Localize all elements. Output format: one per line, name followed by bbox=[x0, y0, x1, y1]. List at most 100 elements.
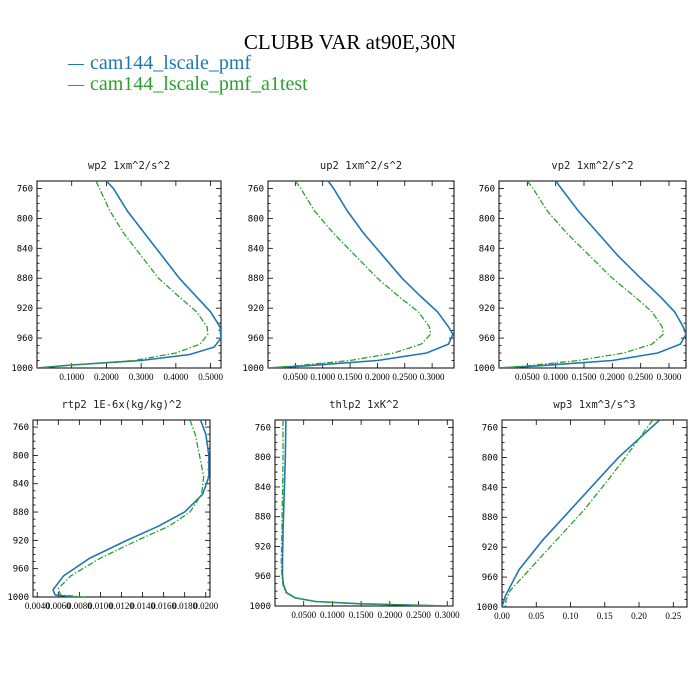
x-tick-label: 0.2000 bbox=[94, 372, 119, 382]
y-tick-label: 920 bbox=[248, 304, 264, 314]
x-tick-label: 0.0180 bbox=[172, 601, 197, 611]
y-tick-label: 760 bbox=[255, 423, 271, 433]
series-line-2 bbox=[268, 181, 432, 368]
series-line-1 bbox=[52, 420, 210, 597]
y-tick-label: 800 bbox=[17, 214, 33, 224]
y-tick-label: 840 bbox=[17, 244, 33, 254]
y-tick-label: 800 bbox=[248, 214, 264, 224]
y-tick-label: 800 bbox=[479, 214, 495, 224]
panel-wp2: wp2 1xm^2/s^2 760 800 840 880 920 960 1000 0.100… bbox=[11, 160, 223, 382]
x-tick-label: 0.1000 bbox=[310, 372, 335, 382]
series-line-1 bbox=[37, 181, 221, 368]
y-tick-label: 880 bbox=[255, 513, 271, 523]
x-tick-label: 0.2500 bbox=[392, 372, 417, 382]
legend-swatch-2 bbox=[68, 84, 84, 86]
x-tick-label: 0.0040 bbox=[25, 601, 50, 611]
plot-frame bbox=[498, 180, 687, 369]
panel-title: rtp2 1E-6x(kg/kg)^2 bbox=[61, 399, 181, 411]
y-tick-label: 800 bbox=[482, 453, 498, 463]
x-tick-label: 0.1000 bbox=[543, 372, 568, 382]
x-tick-label: 0.00 bbox=[494, 611, 510, 621]
x-tick-label: 0.2000 bbox=[600, 372, 625, 382]
y-tick-label: 840 bbox=[255, 483, 271, 493]
panel-thlp2: thlp2 1xK^2 760 800 840 880 920 960 1000 0.0500 0… bbox=[249, 399, 460, 620]
series-line-1 bbox=[268, 181, 454, 368]
series-line-1 bbox=[499, 181, 686, 368]
x-tick-label: 0.0060 bbox=[46, 601, 71, 611]
series-line-1 bbox=[281, 420, 448, 606]
y-tick-label: 920 bbox=[17, 304, 33, 314]
panel-title: wp3 1xm^3/s^3 bbox=[553, 399, 635, 411]
x-tick-label: 0.05 bbox=[528, 611, 544, 621]
plot-frame bbox=[501, 419, 688, 608]
y-tick-label: 760 bbox=[479, 184, 495, 194]
y-tick-label: 960 bbox=[482, 573, 498, 583]
x-tick-label: 0.0200 bbox=[193, 601, 218, 611]
y-tick-label: 960 bbox=[255, 572, 271, 582]
series-line-2 bbox=[57, 420, 205, 597]
panel-vp2: vp2 1xm^2/s^2 760 800 840 880 920 960 1000 0.050… bbox=[473, 160, 687, 382]
x-tick-label: 0.15 bbox=[597, 611, 613, 621]
y-tick-label: 800 bbox=[255, 453, 271, 463]
y-tick-label: 920 bbox=[482, 543, 498, 553]
x-tick-label: 0.20 bbox=[631, 611, 647, 621]
legend-entry-2: cam144_lscale_pmf_a1test bbox=[68, 73, 308, 95]
x-tick-label: 0.0080 bbox=[67, 601, 92, 611]
y-tick-label: 880 bbox=[479, 274, 495, 284]
y-tick-label: 920 bbox=[255, 542, 271, 552]
y-tick-label: 1000 bbox=[242, 364, 264, 374]
y-tick-label: 1000 bbox=[11, 364, 33, 374]
y-tick-label: 840 bbox=[479, 244, 495, 254]
panel-rtp2: rtp2 1E-6x(kg/kg)^2 760 800 840 880 920 960 100… bbox=[7, 399, 218, 611]
figure-title: CLUBB VAR at90E,30N bbox=[243, 30, 457, 54]
y-tick-label: 760 bbox=[17, 184, 33, 194]
panel-title: wp2 1xm^2/s^2 bbox=[88, 160, 170, 172]
legend-label-1: cam144_lscale_pmf bbox=[90, 52, 252, 74]
series-line-2 bbox=[504, 420, 654, 607]
y-tick-label: 960 bbox=[479, 334, 495, 344]
y-tick-label: 1000 bbox=[473, 364, 495, 374]
legend-label-2: cam144_lscale_pmf_a1test bbox=[90, 73, 308, 95]
x-tick-label: 0.0140 bbox=[130, 601, 155, 611]
panel-title: vp2 1xm^2/s^2 bbox=[551, 160, 633, 172]
x-tick-label: 0.1000 bbox=[320, 610, 345, 620]
x-tick-label: 0.2500 bbox=[406, 610, 431, 620]
plot-frame bbox=[274, 419, 454, 607]
y-tick-label: 880 bbox=[248, 274, 264, 284]
y-tick-label: 880 bbox=[17, 274, 33, 284]
y-tick-label: 960 bbox=[248, 334, 264, 344]
x-tick-label: 0.1500 bbox=[572, 372, 597, 382]
x-tick-label: 0.1500 bbox=[338, 372, 363, 382]
y-tick-label: 1000 bbox=[476, 603, 498, 613]
panel-title: thlp2 1xK^2 bbox=[329, 399, 399, 411]
x-tick-label: 0.0500 bbox=[291, 610, 316, 620]
y-tick-label: 960 bbox=[13, 565, 29, 575]
y-tick-label: 880 bbox=[13, 508, 29, 518]
legend-swatch-1 bbox=[68, 63, 84, 65]
y-tick-label: 760 bbox=[482, 423, 498, 433]
y-tick-label: 1000 bbox=[249, 602, 271, 612]
y-tick-label: 960 bbox=[17, 334, 33, 344]
x-tick-label: 0.2000 bbox=[365, 372, 390, 382]
x-tick-label: 0.10 bbox=[563, 611, 579, 621]
y-tick-label: 840 bbox=[13, 480, 29, 490]
panel-title: up2 1xm^2/s^2 bbox=[320, 160, 402, 172]
x-tick-label: 0.2500 bbox=[628, 372, 653, 382]
x-tick-label: 0.0160 bbox=[151, 601, 176, 611]
series-line-1 bbox=[502, 420, 661, 607]
y-tick-label: 840 bbox=[248, 244, 264, 254]
x-tick-label: 0.25 bbox=[665, 611, 681, 621]
x-tick-label: 0.3000 bbox=[129, 372, 154, 382]
x-tick-label: 0.0500 bbox=[515, 372, 540, 382]
y-tick-label: 880 bbox=[482, 513, 498, 523]
series-line-2 bbox=[499, 181, 664, 368]
plot-frame bbox=[36, 180, 222, 369]
x-tick-label: 0.3000 bbox=[420, 372, 445, 382]
x-tick-label: 0.0120 bbox=[109, 601, 134, 611]
x-tick-label: 0.3000 bbox=[657, 372, 682, 382]
x-tick-label: 0.3000 bbox=[435, 610, 460, 620]
x-tick-label: 0.0100 bbox=[88, 601, 113, 611]
series-line-2 bbox=[280, 420, 448, 606]
